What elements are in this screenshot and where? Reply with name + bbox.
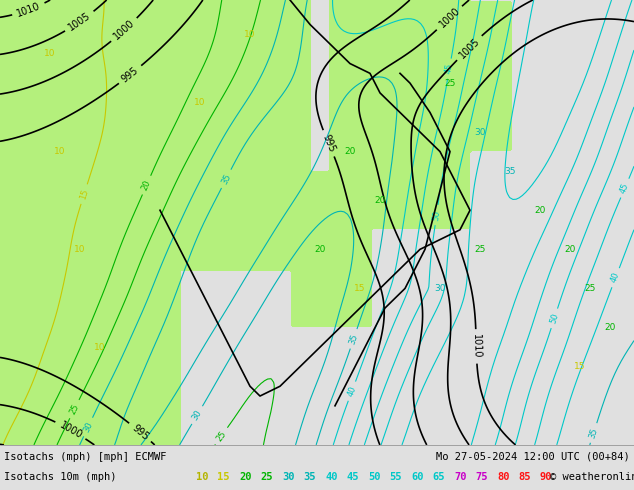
Text: 35: 35 [347,332,359,345]
Text: 20: 20 [344,147,356,156]
Text: 15: 15 [78,188,90,200]
Text: 50: 50 [368,472,380,482]
Text: 10: 10 [94,343,106,352]
Text: 20: 20 [564,245,576,254]
Text: 35: 35 [504,167,515,175]
Text: 30: 30 [191,408,204,422]
Text: 1000: 1000 [437,6,462,30]
Text: 35: 35 [220,172,233,186]
Text: 1005: 1005 [457,36,481,60]
Text: © weatheronline.co.uk: © weatheronline.co.uk [550,472,634,482]
Text: 10: 10 [55,147,66,156]
Text: 45: 45 [347,472,359,482]
Text: 15: 15 [217,472,230,482]
Text: 1000: 1000 [58,419,84,441]
Text: 35: 35 [304,472,316,482]
Text: 15: 15 [574,362,586,371]
Text: 70: 70 [454,472,467,482]
Text: 30: 30 [282,472,295,482]
Text: 50: 50 [431,209,442,221]
Text: 25: 25 [474,245,486,254]
Text: Mo 27-05-2024 12:00 UTC (00+84): Mo 27-05-2024 12:00 UTC (00+84) [436,452,630,462]
Text: 1010: 1010 [471,334,482,359]
Text: 25: 25 [261,472,273,482]
Text: 10: 10 [194,98,206,107]
Text: 25: 25 [444,78,456,88]
Text: 10: 10 [74,245,86,254]
Text: 20: 20 [140,178,153,192]
Text: 75: 75 [476,472,488,482]
Text: 995: 995 [320,133,337,154]
Text: 40: 40 [346,385,358,398]
Text: 20: 20 [604,323,616,332]
Text: 30: 30 [82,420,94,434]
Text: 995: 995 [120,65,141,84]
Text: 60: 60 [411,472,424,482]
Text: 25: 25 [68,402,81,416]
Text: 55: 55 [389,472,402,482]
Text: 25: 25 [585,284,596,293]
Text: 10: 10 [44,49,56,58]
Text: 10: 10 [196,472,209,482]
Text: 20: 20 [239,472,252,482]
Text: 1010: 1010 [15,1,42,19]
Text: 45: 45 [619,181,631,195]
Text: 90: 90 [540,472,552,482]
Text: 25: 25 [215,429,228,443]
Text: 20: 20 [314,245,326,254]
Text: 10: 10 [244,30,256,39]
Text: 20: 20 [534,206,546,215]
Text: 30: 30 [434,284,446,293]
Text: 995: 995 [130,422,150,442]
Text: Isotachs 10m (mph): Isotachs 10m (mph) [4,472,117,482]
Text: Isotachs (mph) [mph] ECMWF: Isotachs (mph) [mph] ECMWF [4,452,167,462]
Text: 30: 30 [474,127,486,137]
Text: 85: 85 [519,472,531,482]
Text: 20: 20 [374,196,385,205]
Text: 40: 40 [325,472,337,482]
Text: 45: 45 [444,63,455,74]
Text: 80: 80 [497,472,510,482]
Text: 40: 40 [609,271,622,284]
Text: 50: 50 [548,312,560,325]
Text: 1000: 1000 [112,18,137,42]
Text: 35: 35 [588,427,600,440]
Text: 15: 15 [354,284,366,293]
Text: 65: 65 [432,472,445,482]
Text: 1005: 1005 [67,11,93,33]
